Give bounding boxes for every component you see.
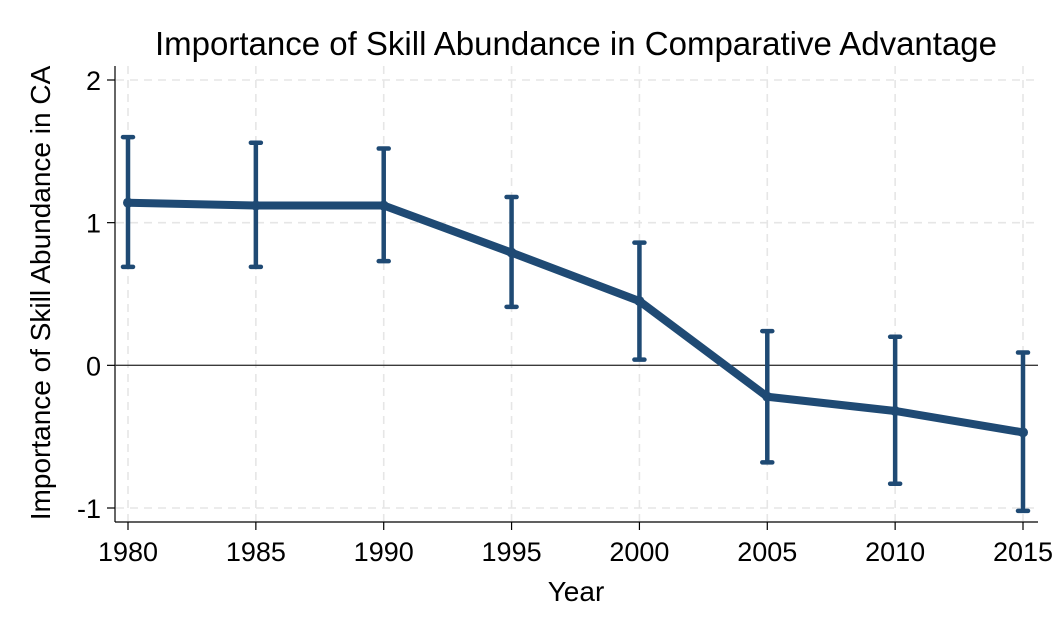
y-tick-label: 2 (86, 66, 101, 96)
data-point (250, 200, 261, 211)
axes (114, 66, 1038, 523)
x-tick-label: 2005 (737, 537, 797, 567)
x-tick-label: 1990 (354, 537, 414, 567)
grid (116, 66, 1038, 521)
data-point (1018, 427, 1028, 438)
x-tick-label: 2010 (865, 537, 925, 567)
y-tick-label: -1 (77, 494, 101, 524)
series-line (124, 198, 1027, 437)
x-tick-label: 1985 (226, 537, 286, 567)
chart-title: Importance of Skill Abundance in Compara… (155, 25, 997, 62)
data-point (634, 296, 645, 307)
error-bars (120, 134, 1031, 514)
data-point (762, 391, 773, 402)
y-axis-title: Importance of Skill Abundance in CA (25, 65, 56, 520)
y-ticks: -1 0 1 2 (77, 66, 115, 524)
data-point (123, 197, 133, 208)
series-layer (123, 197, 1028, 438)
x-tick-label: 1980 (98, 537, 158, 567)
x-tick-label: 1995 (482, 537, 542, 567)
x-ticks: 1980 1985 1990 1995 2000 2005 2010 2015 (98, 522, 1053, 567)
data-point (506, 247, 517, 258)
x-axis-title: Year (548, 576, 605, 607)
y-tick-label: 0 (86, 351, 101, 381)
data-point (378, 200, 389, 211)
x-tick-label: 2015 (993, 537, 1053, 567)
data-point (890, 405, 901, 416)
y-tick-label: 1 (86, 209, 101, 239)
x-tick-label: 2000 (609, 537, 669, 567)
